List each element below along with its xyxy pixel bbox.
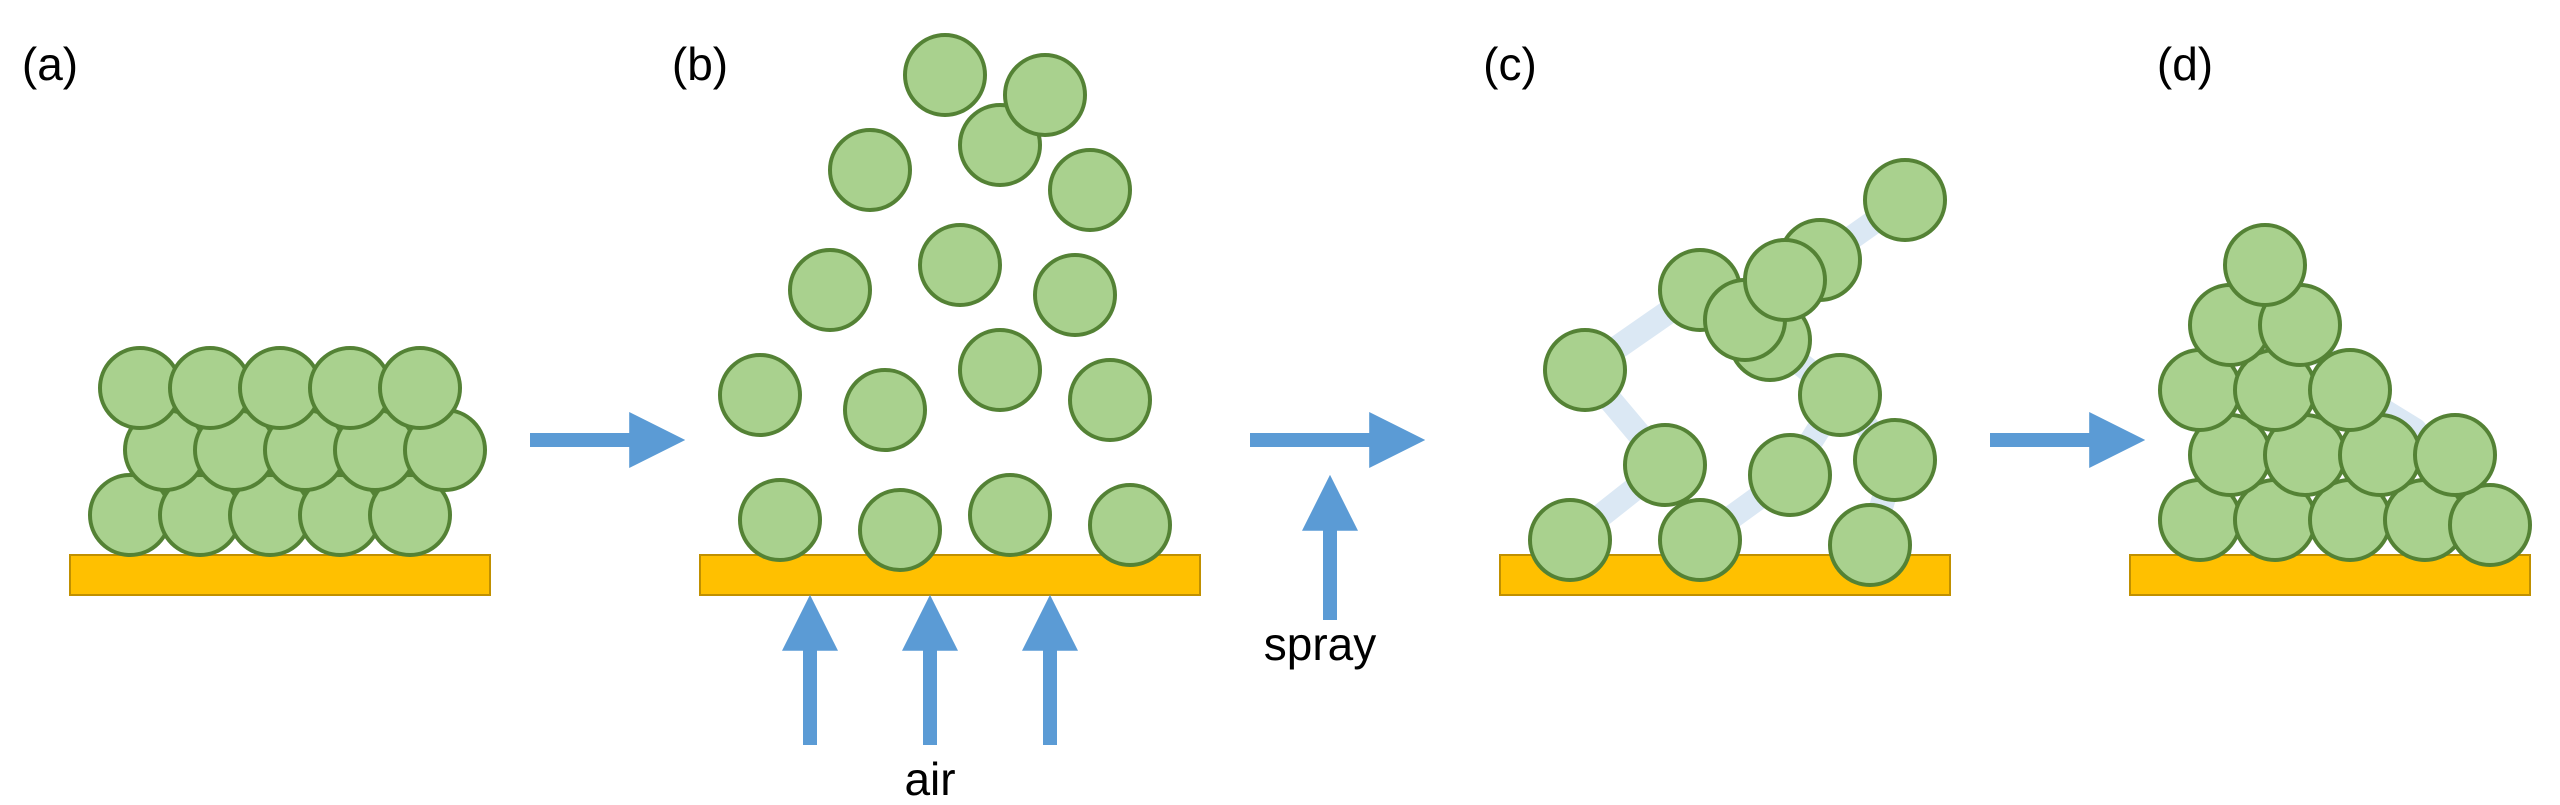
particle [1625, 425, 1705, 505]
particle [740, 480, 820, 560]
particle [1530, 500, 1610, 580]
particle [960, 330, 1040, 410]
particle [1545, 330, 1625, 410]
particle [720, 355, 800, 435]
particle [1745, 240, 1825, 320]
particle [1050, 150, 1130, 230]
particle [2450, 485, 2530, 565]
particle [1750, 435, 1830, 515]
particle [970, 475, 1050, 555]
particle [845, 370, 925, 450]
particle [2225, 225, 2305, 305]
particle [860, 490, 940, 570]
particle [790, 250, 870, 330]
particle [1660, 500, 1740, 580]
particle [2310, 350, 2390, 430]
particle [1800, 355, 1880, 435]
particle [830, 130, 910, 210]
particle [2415, 415, 2495, 495]
particle [905, 35, 985, 115]
panel-a-label: (a) [22, 38, 78, 90]
particle [1070, 360, 1150, 440]
panel-d-label: (d) [2157, 38, 2213, 90]
plate [70, 555, 490, 595]
particle [1865, 160, 1945, 240]
particle [1090, 485, 1170, 565]
panel-b-label: (b) [672, 38, 728, 90]
spray-label: spray [1264, 618, 1376, 670]
particle [1855, 420, 1935, 500]
particle [1830, 505, 1910, 585]
air-label: air [904, 753, 955, 805]
panel-c-label: (c) [1483, 38, 1537, 90]
particle [1005, 55, 1085, 135]
particle [920, 225, 1000, 305]
particle [380, 348, 460, 428]
particle [1035, 255, 1115, 335]
